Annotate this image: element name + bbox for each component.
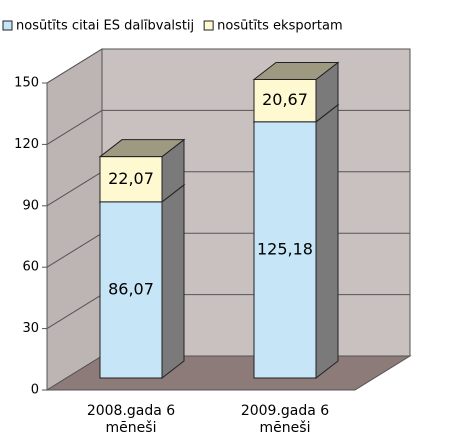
data-label: 86,07 — [108, 279, 154, 298]
legend-swatch — [2, 20, 13, 31]
y-tick-label: 90 — [22, 198, 39, 213]
x-tick-label: 2008.gada 6 mēneši — [86, 403, 176, 436]
legend-swatch — [203, 20, 214, 31]
grid-line — [46, 171, 103, 207]
side-wall — [46, 48, 103, 391]
legend-label: nosūtīts eksportam — [217, 19, 343, 34]
data-label: 20,67 — [262, 90, 308, 109]
y-tick-label: 150 — [14, 76, 39, 91]
legend-label: nosūtīts citai ES dalībvalstij — [16, 19, 194, 34]
grid-line — [46, 232, 103, 268]
grid-line — [46, 109, 103, 145]
bar — [99, 156, 163, 203]
y-tick-label: 60 — [22, 260, 39, 275]
bar-side — [161, 183, 185, 380]
y-tick-label: 120 — [14, 137, 39, 152]
bar — [253, 78, 317, 123]
grid-line — [46, 294, 103, 330]
grid-line — [46, 48, 103, 84]
y-tick-label: 0 — [31, 383, 39, 398]
y-tick-label: 30 — [22, 321, 39, 336]
bar — [253, 121, 317, 379]
x-tick-label: 2009.gada 6 mēneši — [240, 403, 330, 436]
data-label: 125,18 — [257, 239, 313, 258]
bar-side — [315, 103, 339, 380]
data-label: 22,07 — [108, 169, 154, 188]
